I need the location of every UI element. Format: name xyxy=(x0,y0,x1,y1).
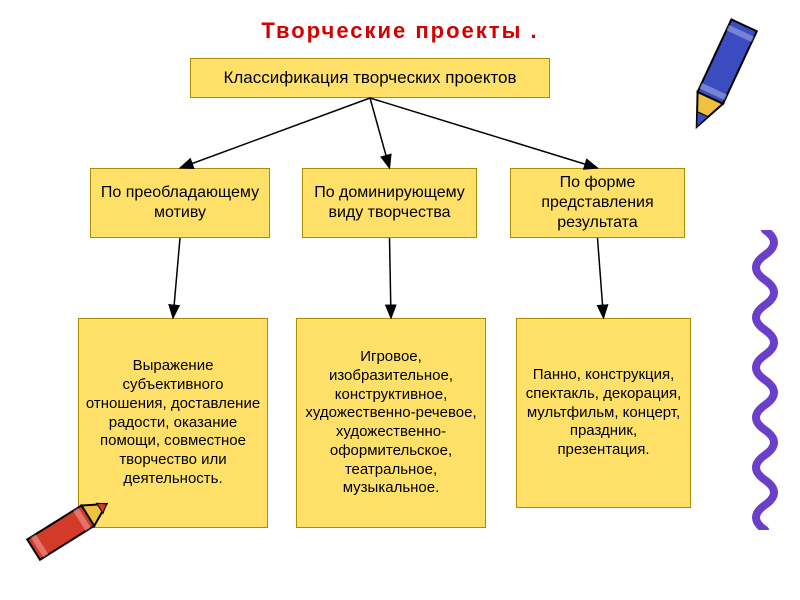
category-box-creativity: По доминирующему виду творчества xyxy=(302,168,477,238)
title-text: Творческие проекты . xyxy=(261,18,538,43)
category-box-result: По форме представления результата xyxy=(510,168,685,238)
leaf-box-label: Выражение субъективного отношения, доста… xyxy=(85,357,261,488)
leaf-box-creativity: Игровое, изобразительное, конструктивное… xyxy=(296,318,486,528)
crayon-icon xyxy=(10,490,120,570)
category-box-label: По доминирующему виду творчества xyxy=(309,183,470,223)
root-box: Классификация творческих проектов xyxy=(190,58,550,98)
leaf-box-label: Панно, конструкция, спектакль, декорация… xyxy=(523,366,684,460)
squiggle-icon xyxy=(735,230,790,530)
category-box-motive: По преобладающему мотиву xyxy=(90,168,270,238)
root-box-label: Классификация творческих проектов xyxy=(223,67,516,88)
leaf-box-label: Игровое, изобразительное, конструктивное… xyxy=(303,348,479,498)
leaf-box-result: Панно, конструкция, спектакль, декорация… xyxy=(516,318,691,508)
category-box-label: По форме представления результата xyxy=(517,173,678,233)
crayon-icon xyxy=(680,12,760,142)
category-box-label: По преобладающему мотиву xyxy=(97,183,263,223)
